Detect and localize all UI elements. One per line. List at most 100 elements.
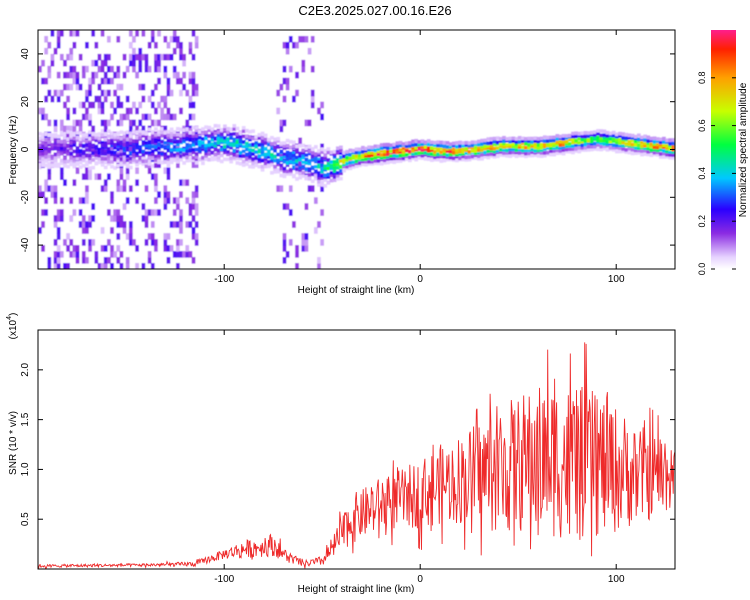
spectrogram-cell — [85, 227, 89, 234]
spectrogram-cell — [401, 153, 406, 157]
spectrogram-cell — [486, 141, 491, 146]
spectrogram-cell — [219, 147, 224, 152]
spectrogram-cell — [188, 137, 193, 141]
spectrogram-cell — [433, 143, 437, 148]
spectrogram-cell — [470, 145, 475, 150]
spectrogram-cell — [132, 129, 136, 134]
spectrogram-cell — [113, 71, 117, 79]
spectrogram-cell — [455, 144, 459, 149]
spectrogram-cell — [392, 148, 397, 152]
spectrogram-cell — [191, 77, 196, 85]
spectrogram-cell — [605, 147, 610, 152]
spectrogram-cell — [301, 164, 306, 169]
spectrogram-cell — [498, 153, 503, 157]
spectrogram-cell — [229, 156, 234, 161]
spectrogram-cell — [589, 147, 594, 152]
spectrogram-cell — [254, 163, 259, 168]
spectrogram-cell — [665, 146, 669, 150]
spectrogram-cell — [78, 165, 83, 169]
spectrogram-cell — [527, 146, 531, 150]
spectrogram-cell — [329, 164, 334, 169]
spectrogram-cell — [169, 89, 174, 97]
spectrogram-cell — [38, 227, 42, 234]
spectrogram-cell — [216, 142, 221, 147]
spectrogram-cell — [219, 127, 224, 132]
spectrogram-cell — [436, 154, 441, 159]
spectrogram-cell — [455, 152, 459, 157]
spectrogram-cell — [138, 83, 143, 91]
spectrogram-cell — [182, 128, 186, 133]
spectrogram-cell — [50, 163, 55, 168]
snr-ytick-label: 1.0 — [20, 462, 31, 476]
spectrogram-cell — [514, 148, 519, 152]
spectrogram-cell — [335, 146, 340, 151]
spectrogram-cell — [122, 139, 127, 143]
spectrogram-cell — [586, 131, 591, 135]
spectrogram-cell — [207, 134, 212, 138]
spectrogram-cell — [561, 148, 566, 152]
spectrogram-ytick-label: 0 — [20, 146, 31, 152]
spectrogram-cell — [88, 153, 92, 158]
spectrogram-cell — [671, 141, 675, 146]
spectrogram-cell — [417, 147, 422, 151]
spectrogram-cell — [313, 164, 318, 169]
spectrogram-cell — [263, 137, 268, 142]
spectrogram-cell — [182, 251, 186, 258]
spectrogram-cell — [157, 53, 161, 61]
spectrogram-cell — [81, 151, 86, 156]
spectrogram-cell — [59, 161, 64, 166]
spectrogram-cell — [213, 131, 218, 136]
spectrogram-cell — [226, 126, 230, 131]
spectrogram-cell — [38, 145, 42, 150]
spectrogram-cell — [50, 191, 55, 198]
spectrogram-cell — [223, 124, 227, 129]
spectrogram-cell — [94, 251, 99, 258]
spectrogram-cell — [44, 163, 49, 168]
spectrogram-cell — [464, 151, 469, 156]
spectrogram-cell — [640, 140, 644, 145]
spectrogram-cell — [439, 150, 444, 155]
spectrogram-cell — [307, 159, 312, 164]
spectrogram-cell — [119, 157, 124, 161]
spectrogram-cell — [226, 130, 230, 134]
spectrogram-cell — [317, 263, 321, 269]
spectrogram-cell — [455, 147, 459, 152]
spectrogram-cell — [320, 183, 324, 187]
spectrogram-cell — [288, 139, 293, 144]
spectrogram-cell — [621, 149, 626, 154]
spectrogram-cell — [188, 113, 193, 121]
spectrogram-cell — [260, 150, 265, 155]
spectrogram-cell — [640, 144, 644, 148]
spectrogram-cell — [103, 132, 108, 137]
spectrogram-cell — [549, 152, 553, 157]
spectrogram-cell — [53, 125, 58, 133]
spectrogram-cell — [367, 153, 372, 158]
spectrogram-cell — [257, 149, 262, 154]
spectrogram-cell — [332, 175, 337, 179]
spectrogram-cell — [97, 156, 102, 161]
spectrogram-cell — [185, 149, 190, 154]
spectrogram-cell — [323, 173, 328, 178]
spectrogram-cell — [342, 164, 346, 169]
spectrogram-cell — [282, 203, 287, 210]
spectrogram-cell — [295, 177, 299, 181]
spectrogram-cell — [486, 137, 491, 141]
spectrogram-cell — [665, 152, 669, 157]
spectrogram-cell — [467, 143, 472, 148]
spectrogram-cell — [627, 146, 632, 151]
spectrogram-cell — [188, 128, 193, 132]
spectrogram-cell — [461, 141, 466, 145]
spectrogram-cell — [106, 173, 111, 180]
spectrogram-cell — [326, 172, 331, 177]
spectrogram-cell — [279, 163, 284, 168]
spectrogram-cell — [106, 77, 111, 85]
spectrogram-cell — [122, 53, 127, 61]
spectrogram-cell — [72, 139, 77, 144]
spectrogram-cell — [420, 150, 425, 155]
spectrogram-cell — [175, 77, 180, 85]
spectrogram-cell — [251, 157, 255, 161]
spectrogram-cell — [179, 191, 183, 198]
spectrogram-cell — [204, 146, 208, 150]
spectrogram-cell — [69, 65, 74, 73]
spectrogram-cell — [154, 179, 158, 186]
